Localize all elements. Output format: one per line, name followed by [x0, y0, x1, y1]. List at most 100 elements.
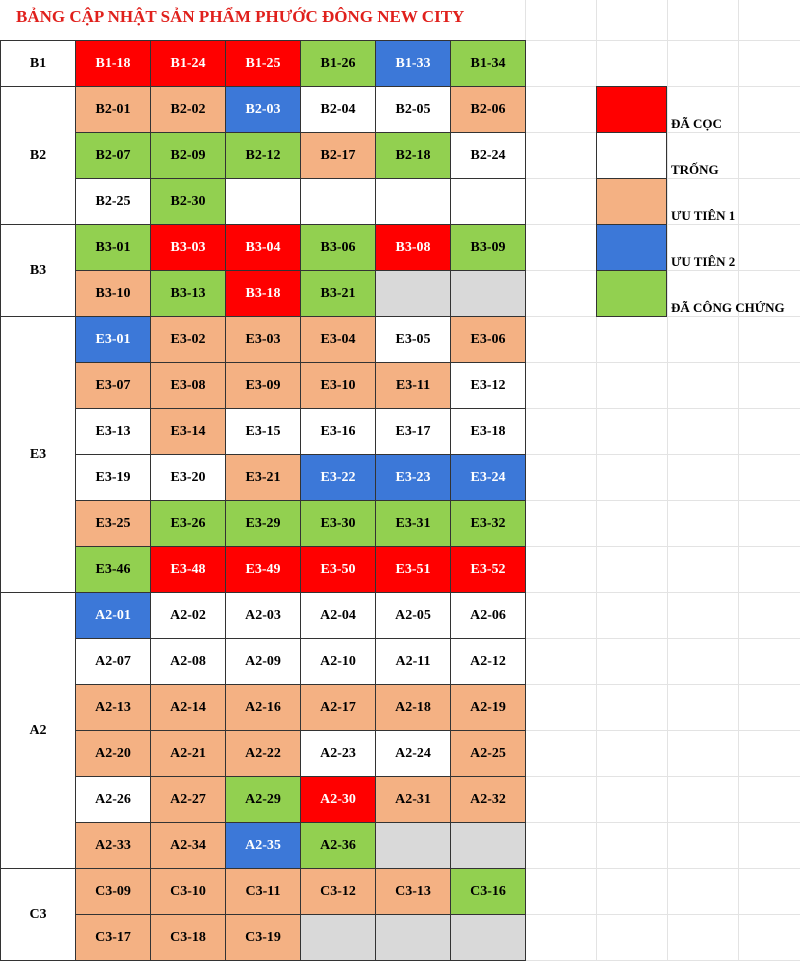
unit-cell: E3-32 — [450, 500, 526, 547]
unit-cell: E3-18 — [450, 408, 526, 455]
unit-cell — [450, 178, 526, 225]
unit-cell: A2-16 — [225, 684, 301, 731]
unit-cell: B2-30 — [150, 178, 226, 225]
unit-cell: E3-15 — [225, 408, 301, 455]
group-label: C3 — [0, 868, 76, 961]
unit-cell — [300, 178, 376, 225]
group-label: E3 — [0, 316, 76, 593]
legend-swatch — [596, 132, 667, 179]
group-label: B2 — [0, 86, 76, 225]
unit-cell — [225, 178, 301, 225]
unit-cell: E3-23 — [375, 454, 451, 501]
unit-cell: C3-17 — [75, 914, 151, 961]
unit-cell: A2-22 — [225, 730, 301, 777]
unit-cell: A2-33 — [75, 822, 151, 869]
unit-cell: A2-07 — [75, 638, 151, 685]
unit-cell: B2-04 — [300, 86, 376, 133]
unit-cell: E3-50 — [300, 546, 376, 593]
unit-cell: A2-12 — [450, 638, 526, 685]
unit-cell: E3-48 — [150, 546, 226, 593]
unit-cell: E3-19 — [75, 454, 151, 501]
legend-label: ĐÃ CÔNG CHỨNG — [671, 300, 785, 315]
unit-cell: E3-08 — [150, 362, 226, 409]
unit-cell: B3-08 — [375, 224, 451, 271]
unit-cell: A2-02 — [150, 592, 226, 639]
unit-cell: C3-12 — [300, 868, 376, 915]
unit-cell: A2-09 — [225, 638, 301, 685]
unit-cell: E3-30 — [300, 500, 376, 547]
unit-cell: E3-52 — [450, 546, 526, 593]
unit-cell: E3-51 — [375, 546, 451, 593]
unit-cell — [450, 822, 526, 869]
unit-cell: E3-06 — [450, 316, 526, 363]
group-label: B3 — [0, 224, 76, 317]
unit-cell: A2-24 — [375, 730, 451, 777]
unit-cell: A2-05 — [375, 592, 451, 639]
unit-cell: E3-10 — [300, 362, 376, 409]
unit-cell: E3-11 — [375, 362, 451, 409]
unit-cell: A2-20 — [75, 730, 151, 777]
group-label: B1 — [0, 40, 76, 87]
unit-cell: B3-06 — [300, 224, 376, 271]
unit-cell: C3-10 — [150, 868, 226, 915]
unit-cell: A2-18 — [375, 684, 451, 731]
unit-cell: B3-01 — [75, 224, 151, 271]
unit-cell: A2-10 — [300, 638, 376, 685]
unit-cell: A2-11 — [375, 638, 451, 685]
unit-cell: B2-18 — [375, 132, 451, 179]
unit-cell: B3-13 — [150, 270, 226, 317]
unit-cell: E3-09 — [225, 362, 301, 409]
unit-cell — [300, 914, 376, 961]
unit-cell: E3-20 — [150, 454, 226, 501]
unit-cell: B3-21 — [300, 270, 376, 317]
unit-cell — [450, 270, 526, 317]
unit-cell: A2-31 — [375, 776, 451, 823]
unit-cell: A2-35 — [225, 822, 301, 869]
unit-cell: E3-24 — [450, 454, 526, 501]
unit-cell: B2-17 — [300, 132, 376, 179]
unit-cell: B3-03 — [150, 224, 226, 271]
unit-cell: E3-17 — [375, 408, 451, 455]
unit-cell — [375, 822, 451, 869]
unit-cell — [375, 270, 451, 317]
unit-cell: E3-07 — [75, 362, 151, 409]
unit-cell: B2-07 — [75, 132, 151, 179]
unit-cell — [375, 914, 451, 961]
unit-cell: B3-10 — [75, 270, 151, 317]
legend-label: ĐÃ CỌC — [671, 116, 722, 131]
unit-cell: B1-25 — [225, 40, 301, 87]
unit-cell: A2-32 — [450, 776, 526, 823]
unit-cell: C3-09 — [75, 868, 151, 915]
unit-cell: E3-46 — [75, 546, 151, 593]
unit-cell: C3-18 — [150, 914, 226, 961]
legend-label: TRỐNG — [671, 162, 719, 177]
unit-cell: A2-21 — [150, 730, 226, 777]
unit-cell — [450, 914, 526, 961]
legend-swatch — [596, 178, 667, 225]
unit-cell: A2-14 — [150, 684, 226, 731]
unit-cell: A2-06 — [450, 592, 526, 639]
unit-cell: E3-12 — [450, 362, 526, 409]
unit-cell: B2-09 — [150, 132, 226, 179]
unit-cell: C3-16 — [450, 868, 526, 915]
unit-cell: E3-22 — [300, 454, 376, 501]
unit-cell: C3-13 — [375, 868, 451, 915]
unit-cell: A2-34 — [150, 822, 226, 869]
unit-cell: A2-29 — [225, 776, 301, 823]
unit-cell: B2-25 — [75, 178, 151, 225]
unit-cell: B1-26 — [300, 40, 376, 87]
legend-label: ƯU TIÊN 2 — [671, 254, 736, 269]
unit-cell: B1-34 — [450, 40, 526, 87]
unit-cell: A2-04 — [300, 592, 376, 639]
unit-cell: A2-26 — [75, 776, 151, 823]
unit-cell: A2-19 — [450, 684, 526, 731]
unit-cell: C3-19 — [225, 914, 301, 961]
unit-cell: B3-09 — [450, 224, 526, 271]
unit-cell: B3-18 — [225, 270, 301, 317]
group-label: A2 — [0, 592, 76, 869]
title: BẢNG CẬP NHẬT SẢN PHẨM PHƯỚC ĐÔNG NEW CI… — [0, 0, 525, 40]
unit-cell: B1-18 — [75, 40, 151, 87]
unit-cell: A2-36 — [300, 822, 376, 869]
unit-cell: E3-16 — [300, 408, 376, 455]
